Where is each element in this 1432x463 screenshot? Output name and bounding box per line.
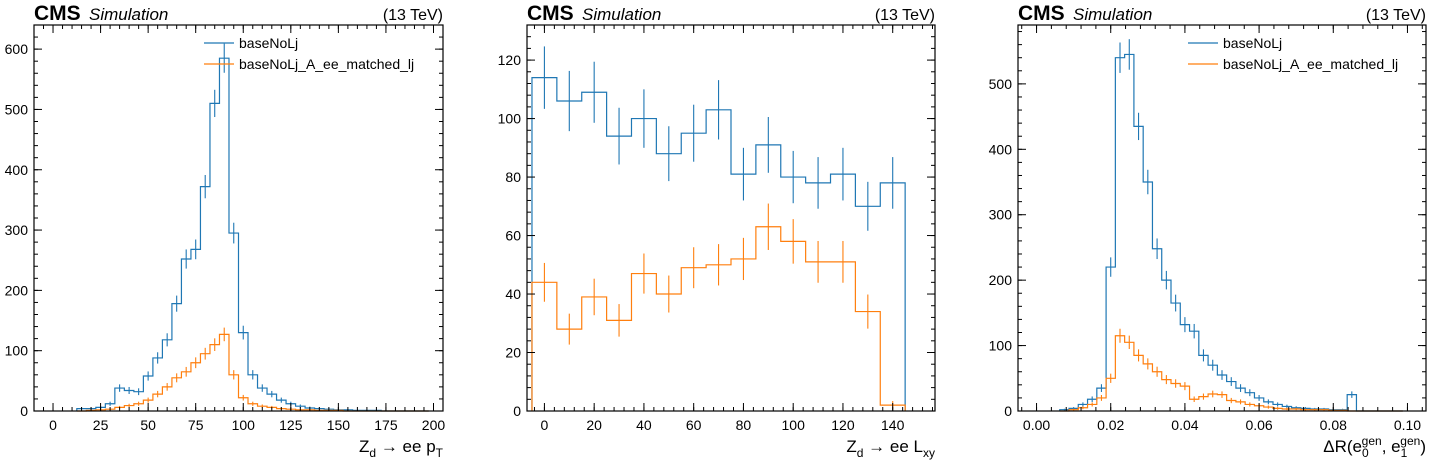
simulation-label: Simulation xyxy=(89,5,168,24)
legend: baseNoLj baseNoLj_A_ee_matched_lj xyxy=(204,35,414,72)
cms-label: CMS xyxy=(527,2,574,25)
x-tick-label: 50 xyxy=(140,417,156,433)
histogram-step-line xyxy=(76,57,429,412)
histogram-step-line xyxy=(76,333,429,412)
y-tick-label: 200 xyxy=(989,272,1013,288)
legend-entry: baseNoLj xyxy=(1223,35,1282,51)
simulation-label: Simulation xyxy=(582,5,661,24)
histogram-step-line xyxy=(1059,335,1403,412)
x-tick-label: 0 xyxy=(541,417,549,433)
energy-label: (13 TeV) xyxy=(383,7,443,24)
y-tick-label: 60 xyxy=(505,228,521,244)
x-tick-label: 0.10 xyxy=(1394,417,1421,433)
chart-panel-1: CMS Simulation (13 TeV) 0 25 50 75 100 125 150 175… xyxy=(5,2,446,460)
x-tick-label: 200 xyxy=(422,417,446,433)
x-tick-label: 0 xyxy=(49,417,57,433)
y-tick-label: 200 xyxy=(5,282,29,298)
series-baseNoLj_A_ee_matched_lj xyxy=(1059,328,1403,412)
series-baseNoLj_A_ee_matched_lj xyxy=(76,327,429,412)
x-tick-label: 75 xyxy=(188,417,204,433)
x-tick-label: 175 xyxy=(374,417,398,433)
plot-frame xyxy=(33,24,444,412)
x-tick-label: 25 xyxy=(93,417,109,433)
energy-label: (13 TeV) xyxy=(1366,7,1426,24)
plot-frame xyxy=(1017,24,1427,412)
y-tick-label: 400 xyxy=(5,162,29,178)
x-axis-label: Zd → ee Lxy xyxy=(846,437,935,460)
legend-entry: baseNoLj xyxy=(239,35,298,51)
x-tick-label: 60 xyxy=(686,417,702,433)
x-tick-label: 140 xyxy=(881,417,905,433)
y-tick-label: 500 xyxy=(5,101,29,117)
y-tick-label: 120 xyxy=(498,52,522,68)
x-tick-label: 0.08 xyxy=(1320,417,1347,433)
x-axis-label: Zd → ee pT xyxy=(359,437,444,460)
histogram-step-line xyxy=(1059,53,1403,412)
x-tick-label: 125 xyxy=(279,417,303,433)
x-tick-label: 80 xyxy=(736,417,752,433)
x-tick-label: 120 xyxy=(831,417,855,433)
legend-entry: baseNoLj_A_ee_matched_lj xyxy=(1223,56,1398,72)
series-baseNoLj xyxy=(531,46,906,411)
y-tick-label: 20 xyxy=(505,345,521,361)
simulation-label: Simulation xyxy=(1073,5,1152,24)
y-tick-label: 500 xyxy=(989,76,1013,92)
x-axis-label: ΔR(e0gen, e1gen) xyxy=(1323,434,1426,460)
series-baseNoLj xyxy=(1059,39,1403,412)
y-tick-label: 100 xyxy=(498,111,522,127)
y-tick-label: 0 xyxy=(20,403,28,419)
cms-label: CMS xyxy=(34,2,81,25)
histogram-step-line xyxy=(531,226,906,411)
x-tick-label: 0.02 xyxy=(1097,417,1124,433)
x-tick-label: 0.04 xyxy=(1171,417,1198,433)
y-tick-label: 100 xyxy=(5,343,29,359)
y-tick-label: 80 xyxy=(505,169,521,185)
energy-label: (13 TeV) xyxy=(875,7,935,24)
x-tick-label: 0.00 xyxy=(1023,417,1050,433)
y-tick-label: 100 xyxy=(989,338,1013,354)
y-tick-label: 600 xyxy=(5,41,29,57)
y-tick-label: 400 xyxy=(989,141,1013,157)
y-tick-label: 300 xyxy=(989,207,1013,223)
chart-panel-2: CMS Simulation (13 TeV) 0 20 40 60 80 100 120 140 0… xyxy=(498,2,936,460)
x-tick-label: 20 xyxy=(586,417,602,433)
legend-entry: baseNoLj_A_ee_matched_lj xyxy=(239,56,414,72)
chart-panel-3: CMS Simulation (13 TeV) 0.00 0.02 0.04 0.06 0.0… xyxy=(989,2,1427,460)
y-tick-label: 0 xyxy=(513,403,521,419)
x-tick-label: 40 xyxy=(636,417,652,433)
plot-frame xyxy=(526,24,936,412)
y-tick-label: 300 xyxy=(5,222,29,238)
series-baseNoLj_A_ee_matched_lj xyxy=(531,203,906,411)
x-tick-label: 100 xyxy=(232,417,256,433)
x-tick-label: 0.06 xyxy=(1245,417,1272,433)
series-baseNoLj xyxy=(76,43,429,412)
cms-label: CMS xyxy=(1018,2,1065,25)
x-tick-label: 100 xyxy=(782,417,806,433)
y-tick-label: 0 xyxy=(1004,403,1012,419)
y-tick-label: 40 xyxy=(505,286,521,302)
legend: baseNoLj baseNoLj_A_ee_matched_lj xyxy=(1188,35,1398,72)
x-tick-label: 150 xyxy=(327,417,351,433)
